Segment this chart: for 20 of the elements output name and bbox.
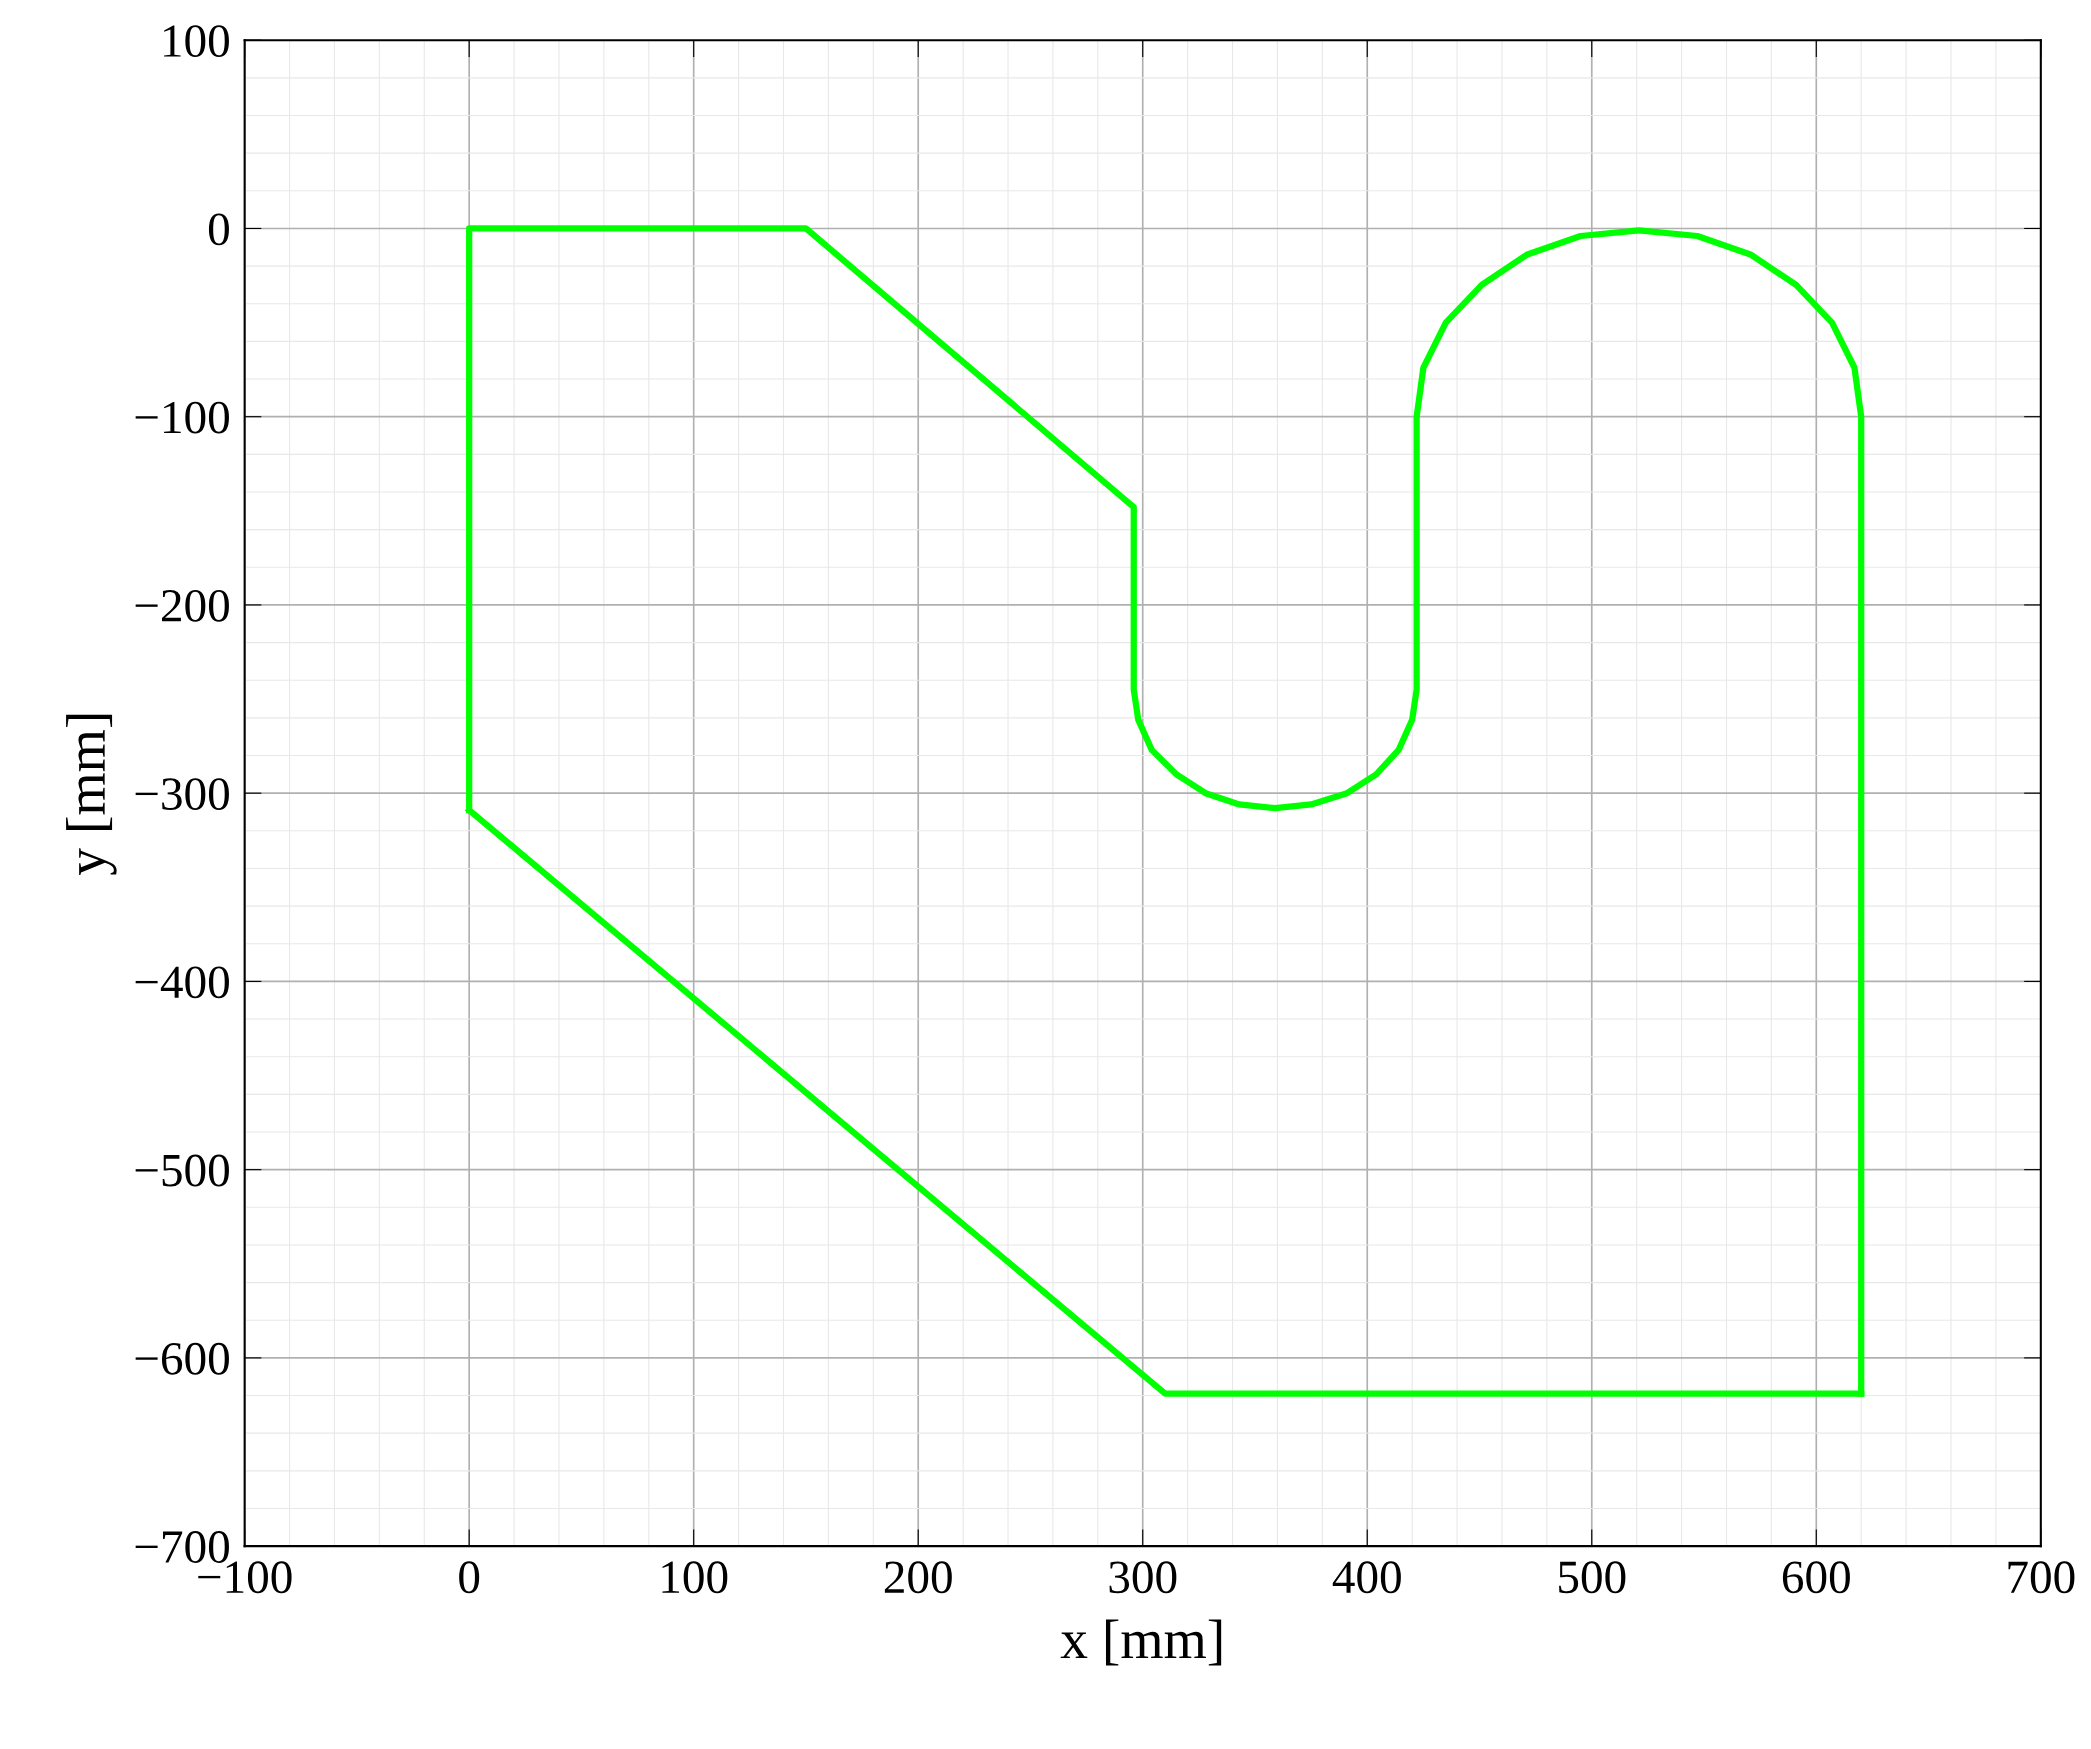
y-tick-label: 0 <box>208 213 229 246</box>
y-tick-label: 100 <box>164 25 229 58</box>
x-tick-label: 200 <box>884 1561 952 1594</box>
x-axis-title: x [mm] <box>1060 1619 1222 1666</box>
x-tick-label: 500 <box>1559 1561 1626 1594</box>
y-tick-label: −100 <box>135 401 229 434</box>
y-tick-label: −500 <box>135 1154 229 1187</box>
x-tick-label: 100 <box>662 1561 728 1594</box>
x-tick-label: 300 <box>1109 1561 1177 1594</box>
y-tick-label: −300 <box>135 778 229 811</box>
y-tick-label: −600 <box>135 1342 229 1375</box>
y-tick-label: −400 <box>135 966 229 999</box>
x-tick-label: 700 <box>2008 1561 2075 1594</box>
y-tick-label: −200 <box>135 589 229 622</box>
y-axis-title: y [mm] <box>66 714 117 876</box>
x-tick-label: 0 <box>459 1561 480 1594</box>
x-tick-label: 400 <box>1332 1561 1401 1594</box>
x-tick-label: −100 <box>198 1561 292 1594</box>
y-tick-label: −700 <box>135 1531 229 1563</box>
x-tick-label: 600 <box>1782 1561 1850 1594</box>
